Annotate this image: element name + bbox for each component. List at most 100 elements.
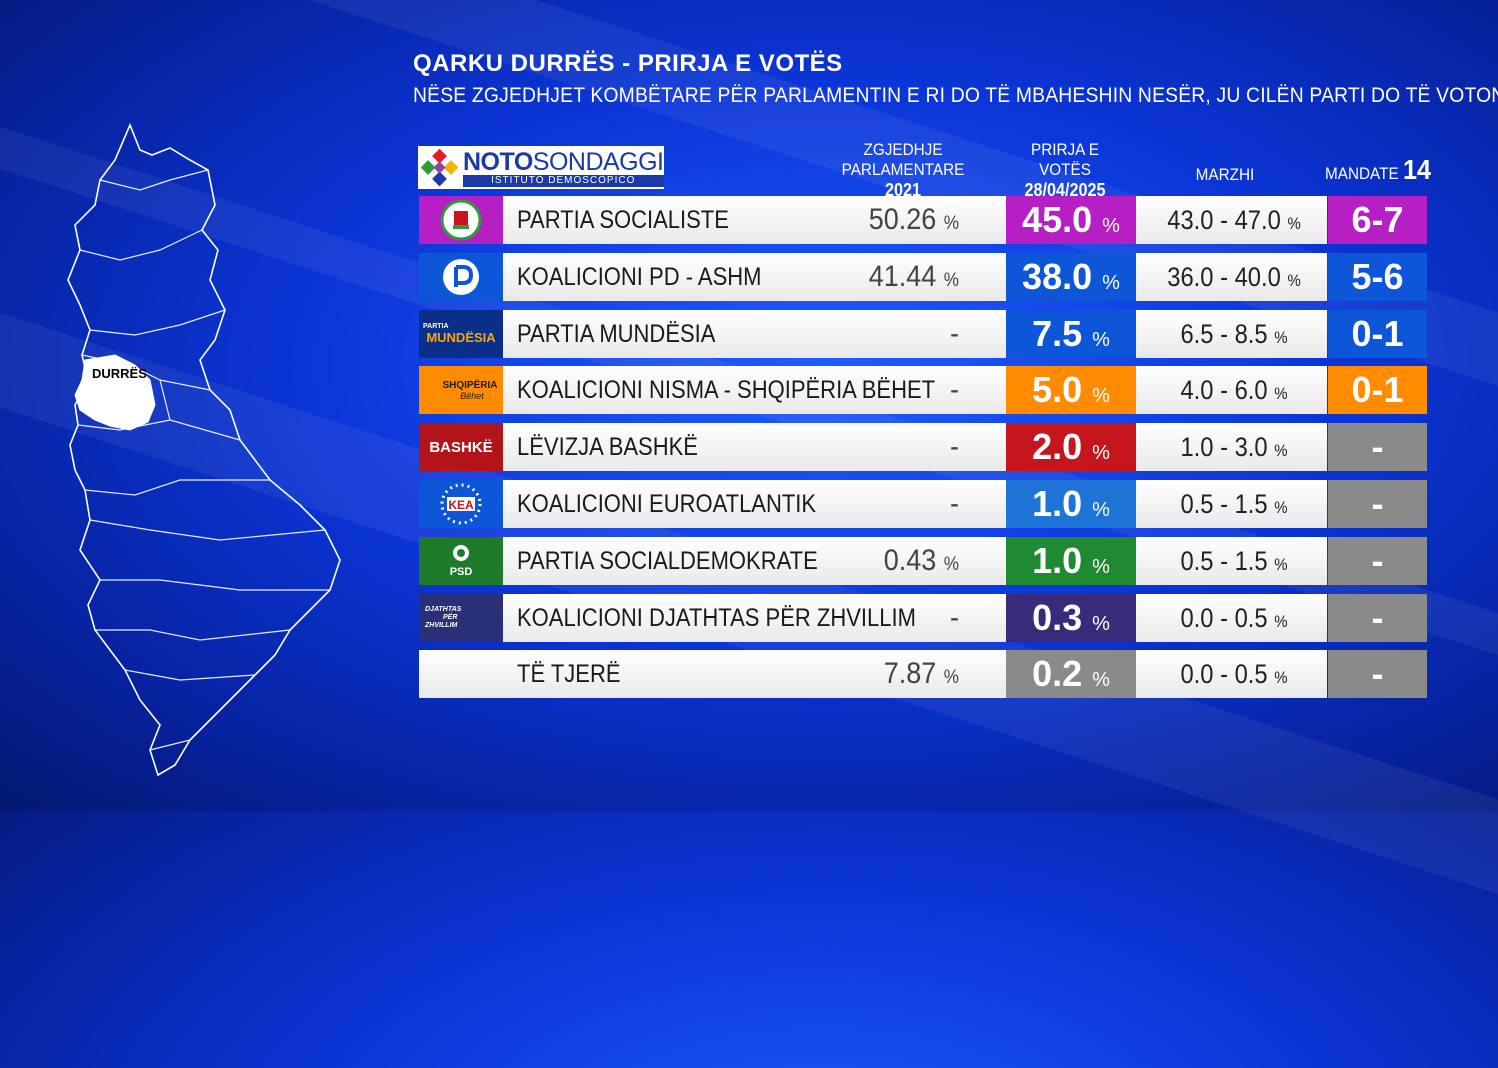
margin-range: 6.5 - 8.5 % bbox=[1180, 318, 1288, 349]
result-2021: - bbox=[950, 430, 959, 464]
shqiperia-behet-icon: SHQIPËRIA Bëhet bbox=[419, 366, 503, 415]
durres-region bbox=[74, 354, 156, 431]
result-2021: 0.43 % bbox=[883, 543, 959, 577]
poll-value-bar: 1.0 % bbox=[1006, 480, 1136, 528]
poll-value-bar: 45.0 % bbox=[1006, 196, 1136, 244]
row-background bbox=[419, 366, 1327, 415]
bashke-logo-icon: BASHKË bbox=[419, 423, 503, 472]
result-2021: - bbox=[950, 600, 959, 634]
row-background bbox=[419, 196, 1327, 244]
result-2021: 41.44 % bbox=[868, 259, 959, 293]
result-2021: - bbox=[950, 316, 959, 350]
logo-subtitle: ISTITUTO DEMOSCOPICO bbox=[463, 174, 664, 187]
party-name: KOALICIONI EUROATLANTIK bbox=[517, 490, 817, 518]
poll-question: NËSE ZGJEDHJET KOMBËTARE PËR PARLAMENTIN… bbox=[413, 84, 1498, 107]
psd-logo-icon: PSD bbox=[419, 536, 503, 585]
seat-range: 5-6 bbox=[1328, 252, 1427, 301]
table-row: KOALICIONI PD - ASHM 41.44 % 38.0 % 36.0 - … bbox=[419, 252, 1427, 301]
margin-range: 36.0 - 40.0 % bbox=[1167, 261, 1301, 292]
col-header-margin: MARZHI bbox=[1195, 165, 1255, 184]
seat-range: 0-1 bbox=[1328, 309, 1427, 358]
county-borders bbox=[77, 169, 330, 751]
seat-range: - bbox=[1328, 480, 1427, 528]
albania-map: DURRËS bbox=[67, 122, 341, 777]
pd-logo-icon bbox=[419, 252, 503, 301]
party-name: PARTIA MUNDËSIA bbox=[517, 319, 716, 348]
row-background bbox=[419, 536, 1327, 585]
poll-value: 7.5 bbox=[1032, 312, 1083, 354]
margin-range: 0.0 - 0.5 % bbox=[1180, 602, 1288, 633]
logo-noto: NOTO bbox=[463, 147, 533, 176]
table-row: TË TJERË 7.87 % 0.2 % 0.0 - 0.5 % - bbox=[419, 650, 1427, 699]
seat-range: - bbox=[1328, 593, 1427, 642]
albania-outline bbox=[67, 122, 341, 777]
result-2021: 7.87 % bbox=[883, 657, 959, 691]
party-name: TË TJERË bbox=[517, 660, 621, 689]
col-header-seats-total: 14 bbox=[1402, 154, 1431, 185]
row-background bbox=[419, 252, 1327, 301]
row-background bbox=[419, 650, 1327, 699]
table-row: DJATHTAS PËR ZHVILLIM KOALICIONI DJATHTA… bbox=[419, 593, 1427, 642]
poll-value-bar: 1.0 % bbox=[1006, 536, 1136, 585]
col-header-poll-line1: PRIRJA E VOTËS bbox=[1030, 140, 1100, 179]
result-2021: 50.26 % bbox=[868, 203, 959, 236]
seat-range: - bbox=[1328, 423, 1427, 472]
col-header-seats: MANDATE 14 bbox=[1324, 156, 1432, 184]
margin-range: 0.5 - 1.5 % bbox=[1180, 489, 1288, 519]
margin-range: 0.0 - 0.5 % bbox=[1180, 659, 1288, 690]
poll-value: 1.0 bbox=[1032, 539, 1083, 581]
poll-value-bar: 7.5 % bbox=[1006, 309, 1136, 358]
result-2021: - bbox=[950, 373, 959, 407]
map-region-label: DURRËS bbox=[92, 366, 147, 381]
col-header-poll-line2: 28/04/2025 bbox=[1024, 180, 1106, 200]
seat-range: - bbox=[1328, 536, 1427, 585]
table-row: PARTIA SOCIALISTE 50.26 % 45.0 % 43.0 - 47.… bbox=[419, 196, 1427, 244]
seat-range: - bbox=[1328, 650, 1427, 699]
ps-rose-icon bbox=[419, 196, 503, 244]
page-title: QARKU DURRËS - PRIRJA E VOTËS bbox=[413, 50, 843, 77]
row-background bbox=[419, 593, 1327, 642]
no-logo bbox=[419, 650, 503, 698]
table-row: PSD PARTIA SOCIALDEMOKRATE 0.43 % 1.0 % 0.5… bbox=[419, 536, 1427, 585]
poll-value: 2.0 bbox=[1032, 426, 1083, 468]
party-name: KOALICIONI NISMA - SHQIPËRIA BËHET bbox=[517, 376, 936, 405]
poll-value-bar: 0.3 % bbox=[1006, 593, 1136, 642]
row-background bbox=[419, 480, 1327, 528]
mundesia-logo-icon: PARTIA MUNDËSIA bbox=[419, 309, 503, 358]
poll-value: 5.0 bbox=[1032, 369, 1083, 411]
party-name: LËVIZJA BASHKË bbox=[517, 433, 698, 462]
margin-range: 43.0 - 47.0 % bbox=[1167, 205, 1301, 235]
poll-value: 45.0 bbox=[1022, 199, 1093, 240]
svg-text:KEA: KEA bbox=[448, 498, 474, 512]
djathtas-logo-icon: DJATHTAS PËR ZHVILLIM bbox=[419, 593, 503, 642]
row-background bbox=[419, 309, 1327, 358]
poll-value-bar: 2.0 % bbox=[1006, 423, 1136, 472]
table-row: BASHKË LËVIZJA BASHKË - 2.0 % 1.0 - 3.0 % - bbox=[419, 423, 1427, 472]
seat-range: 0-1 bbox=[1328, 366, 1427, 415]
table-row: KEA KOALICIONI EUROATLANTIK - 1.0 % 0.5 - 1… bbox=[419, 480, 1427, 528]
table-row: PARTIA MUNDËSIA PARTIA MUNDËSIA - 7.5 % 6.5… bbox=[419, 309, 1427, 358]
noto-sondaggi-logo: NOTOSONDAGGI ISTITUTO DEMOSCOPICO bbox=[418, 146, 664, 189]
poll-value-bar: 5.0 % bbox=[1006, 366, 1136, 415]
poll-value: 0.3 bbox=[1032, 596, 1083, 638]
party-name: PARTIA SOCIALISTE bbox=[517, 206, 729, 234]
margin-range: 0.5 - 1.5 % bbox=[1180, 545, 1288, 576]
col-header-2021-line1: ZGJEDHJE PARLAMENTARE bbox=[841, 140, 965, 179]
poll-value: 38.0 bbox=[1022, 255, 1093, 297]
poll-value-bar: 0.2 % bbox=[1006, 650, 1136, 699]
poll-value-bar: 38.0 % bbox=[1006, 252, 1136, 301]
kea-logo-icon: KEA bbox=[419, 480, 503, 528]
result-2021: - bbox=[950, 487, 959, 520]
poll-value: 1.0 bbox=[1032, 483, 1083, 524]
row-background bbox=[419, 423, 1327, 472]
col-header-2021: ZGJEDHJE PARLAMENTARE 2021 bbox=[821, 140, 985, 201]
party-name: PARTIA SOCIALDEMOKRATE bbox=[517, 546, 818, 575]
col-header-seats-label: MANDATE bbox=[1325, 164, 1399, 183]
logo-sondaggi: SONDAGGI bbox=[532, 147, 664, 176]
margin-range: 1.0 - 3.0 % bbox=[1180, 432, 1288, 463]
noto-diamond-icon bbox=[421, 148, 459, 186]
seat-range: 6-7 bbox=[1328, 196, 1427, 244]
margin-range: 4.0 - 6.0 % bbox=[1180, 375, 1288, 406]
table-row: SHQIPËRIA Bëhet KOALICIONI NISMA - SHQIP… bbox=[419, 366, 1427, 415]
col-header-2021-line2: 2021 bbox=[884, 180, 922, 200]
